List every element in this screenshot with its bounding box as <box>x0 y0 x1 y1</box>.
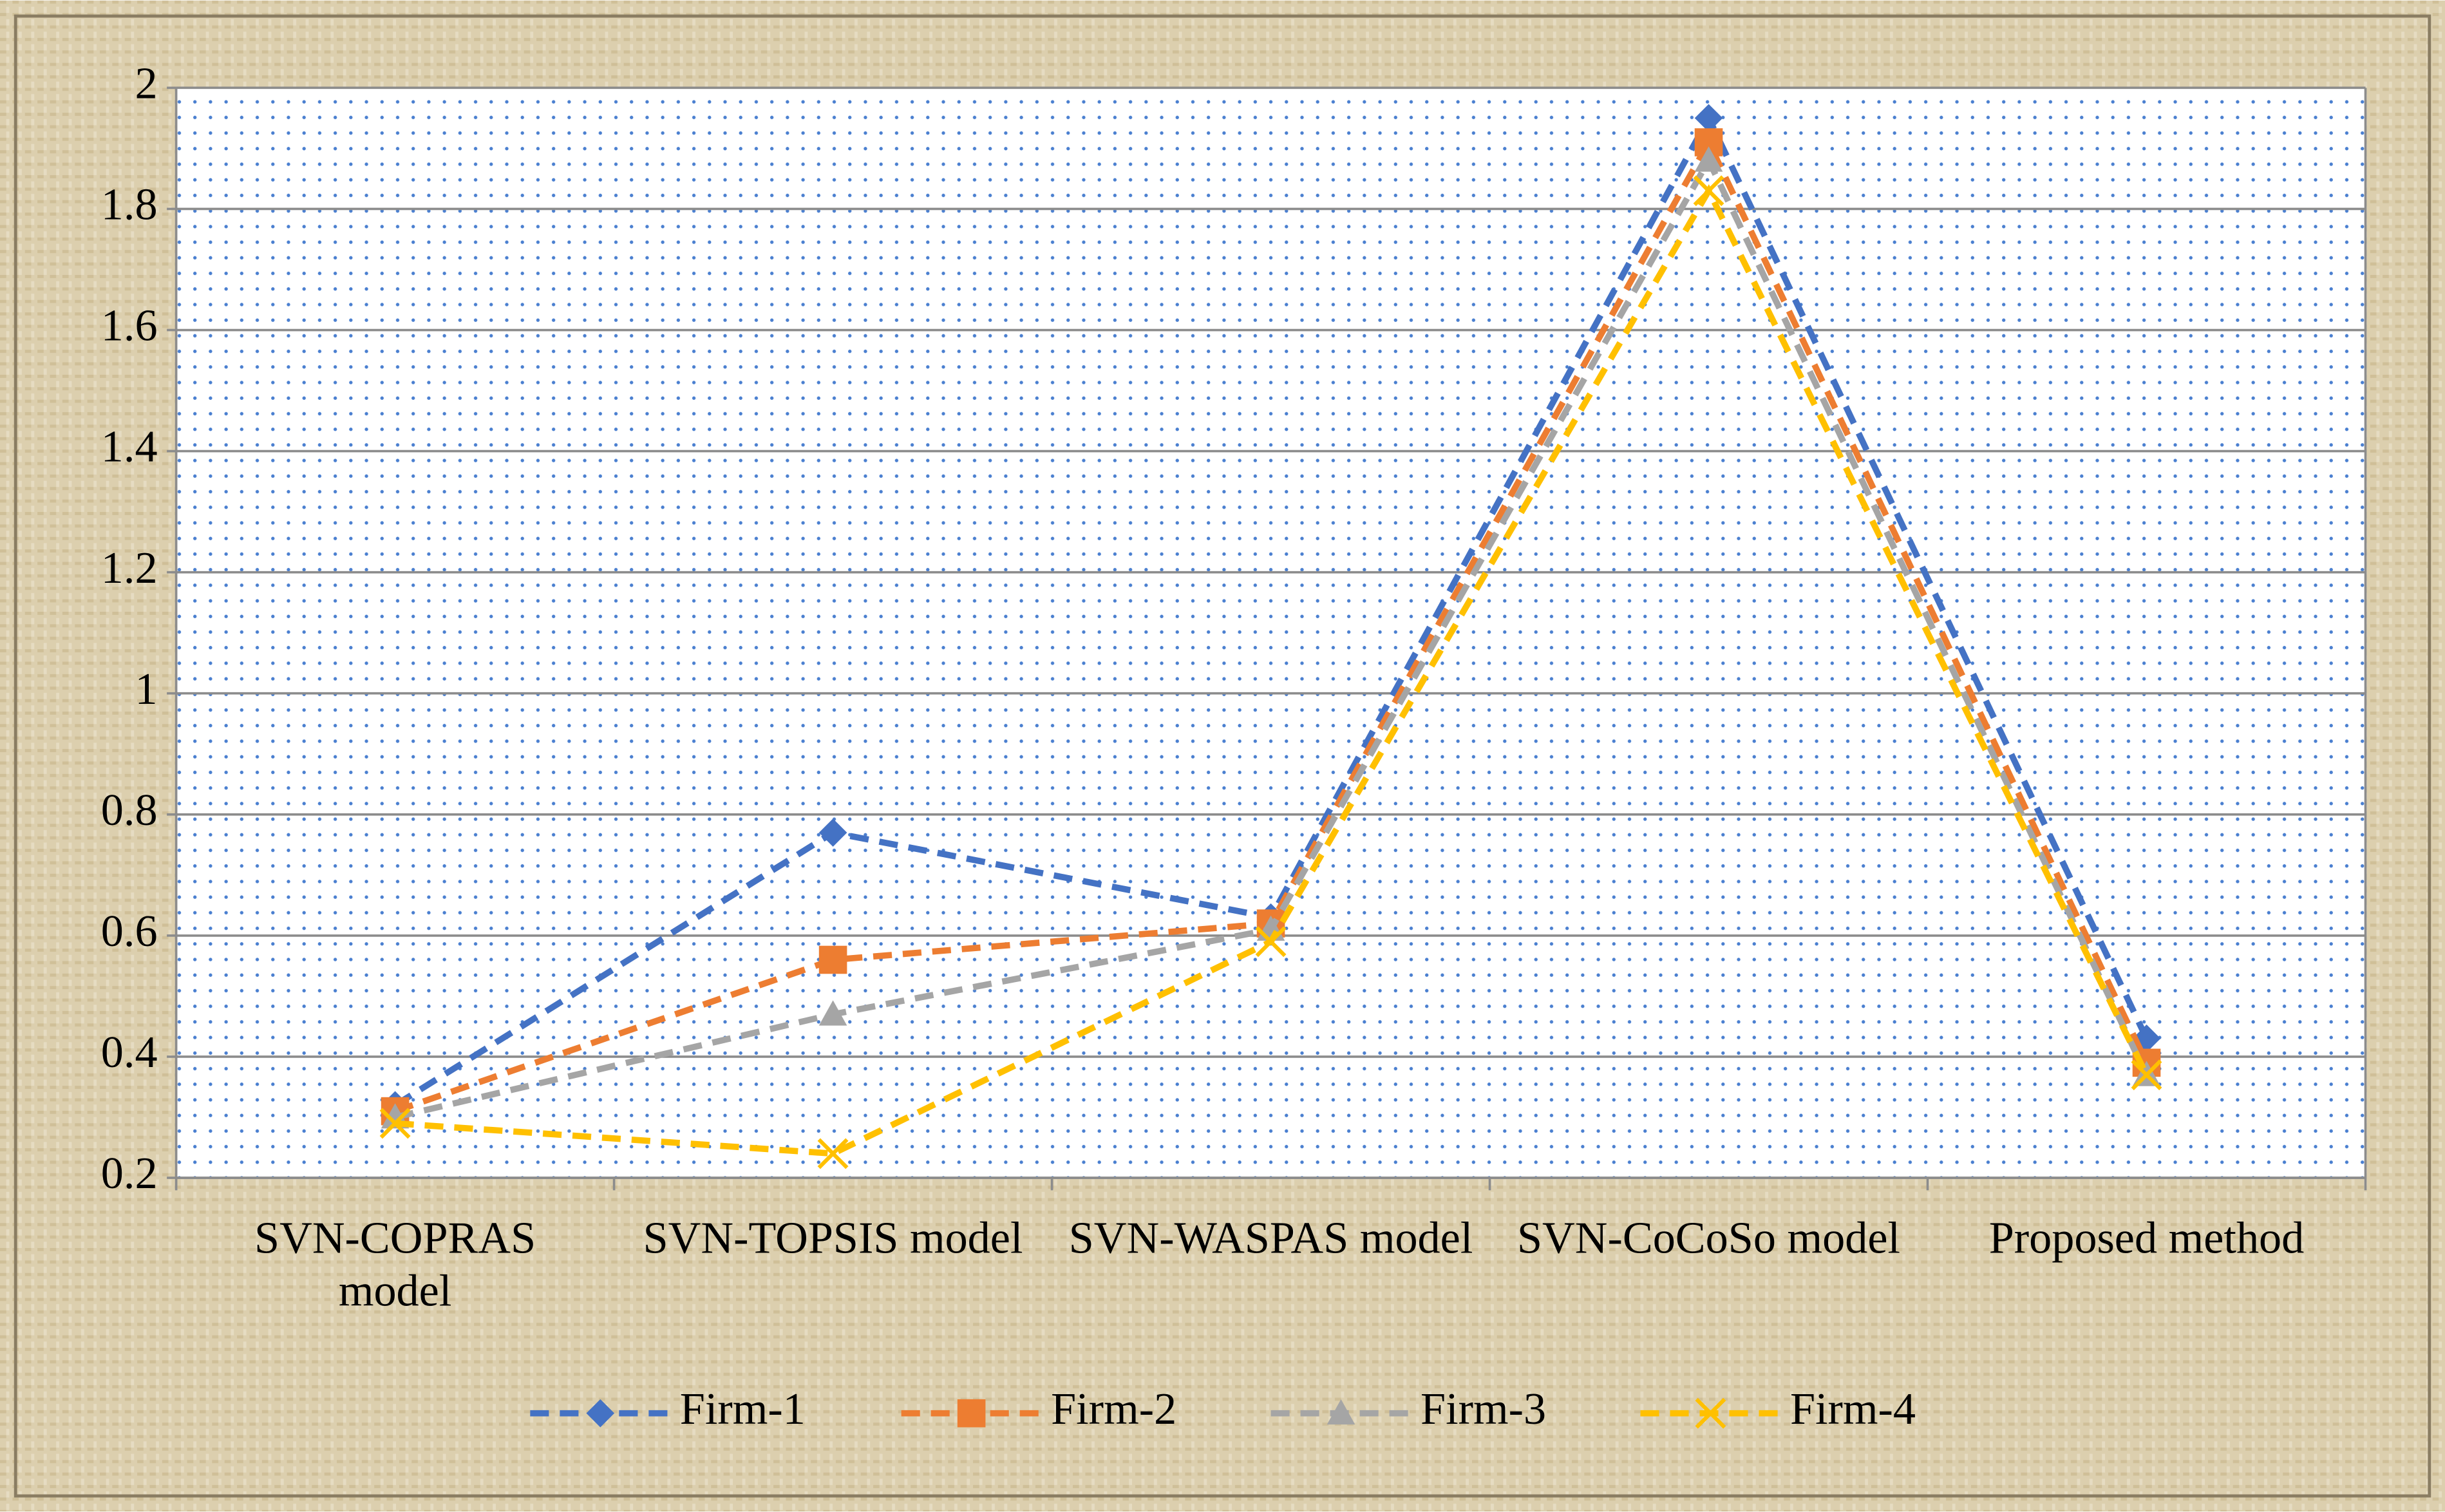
legend-label: Firm-4 <box>1790 1384 1916 1434</box>
x-tick-label-box: SVN-TOPSIS model <box>643 1213 1023 1264</box>
x-tick-label: SVN-TOPSIS model <box>643 1213 1023 1264</box>
marker <box>1695 1397 1726 1429</box>
y-tick-label: 0.6 <box>101 906 158 956</box>
marker <box>1694 146 1723 172</box>
legend-label: Firm-2 <box>1051 1384 1176 1434</box>
legend-label: Firm-3 <box>1421 1384 1546 1434</box>
marker <box>1694 104 1723 133</box>
x-tick-label: Proposed method <box>1988 1213 2305 1264</box>
plot-area <box>176 88 2366 1178</box>
y-tick-label: 1.4 <box>101 422 158 472</box>
x-tick-label-box: SVN-CoCoSo model <box>1516 1213 1901 1264</box>
marker <box>818 1000 847 1026</box>
y-tick-label: 1.2 <box>101 543 158 593</box>
x-tick-label: SVN-WASPAS model <box>1068 1213 1473 1264</box>
marker <box>818 945 847 974</box>
marker <box>957 1399 986 1428</box>
x-tick-label-box: SVN-COPRAS model <box>254 1213 536 1317</box>
y-tick-label: 1 <box>135 664 157 714</box>
y-tick-label: 2 <box>135 58 157 108</box>
x-tick-label: SVN-CoCoSo model <box>1516 1213 1901 1264</box>
y-tick-label: 0.4 <box>101 1027 158 1077</box>
y-tick-label: 1.6 <box>101 301 158 351</box>
y-tick-label: 0.8 <box>101 785 158 835</box>
x-tick-label-box: Proposed method <box>1988 1213 2305 1264</box>
legend-label: Firm-1 <box>680 1384 806 1434</box>
y-tick-label: 0.2 <box>101 1148 158 1198</box>
y-tick-label: 1.8 <box>101 180 158 230</box>
marker <box>2131 1059 2162 1091</box>
x-tick-label-box: SVN-WASPAS model <box>1068 1213 1473 1264</box>
frame <box>14 14 2431 1498</box>
marker <box>1693 175 1724 207</box>
marker <box>817 1138 849 1169</box>
marker <box>379 1108 411 1139</box>
x-tick-label: SVN-COPRAS model <box>254 1213 536 1317</box>
marker <box>1255 926 1287 958</box>
marker <box>1326 1399 1355 1425</box>
